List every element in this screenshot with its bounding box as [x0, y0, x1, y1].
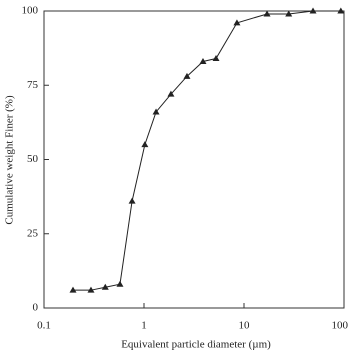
y-tick-label: 50 — [27, 153, 39, 165]
x-tick-label: 0.1 — [37, 320, 51, 332]
marker — [199, 57, 207, 64]
x-tick-label: 10 — [239, 320, 251, 332]
marker — [233, 19, 241, 26]
marker — [152, 108, 160, 115]
marker — [263, 10, 271, 17]
y-tick-label: 100 — [22, 5, 39, 17]
marker — [285, 10, 293, 17]
x-tick-label: 100 — [332, 320, 349, 332]
y-tick-label: 25 — [27, 227, 39, 239]
marker — [116, 280, 124, 287]
marker — [337, 7, 345, 14]
marker — [69, 286, 77, 293]
marker — [141, 141, 149, 148]
x-tick-label: 1 — [141, 320, 147, 332]
marker — [167, 90, 175, 97]
marker — [101, 283, 109, 290]
x-axis-title: Equivalent particle diameter (µm) — [121, 339, 271, 351]
marker — [183, 72, 191, 79]
data-line — [73, 10, 341, 291]
marker — [212, 55, 220, 62]
y-tick-label: 0 — [33, 302, 39, 314]
marker — [309, 7, 317, 14]
marker — [87, 286, 95, 293]
plot-frame — [43, 10, 345, 309]
marker — [128, 197, 136, 204]
y-tick-label: 75 — [27, 79, 39, 91]
y-axis-title: Cumulative weight Finer (%) — [4, 95, 16, 225]
